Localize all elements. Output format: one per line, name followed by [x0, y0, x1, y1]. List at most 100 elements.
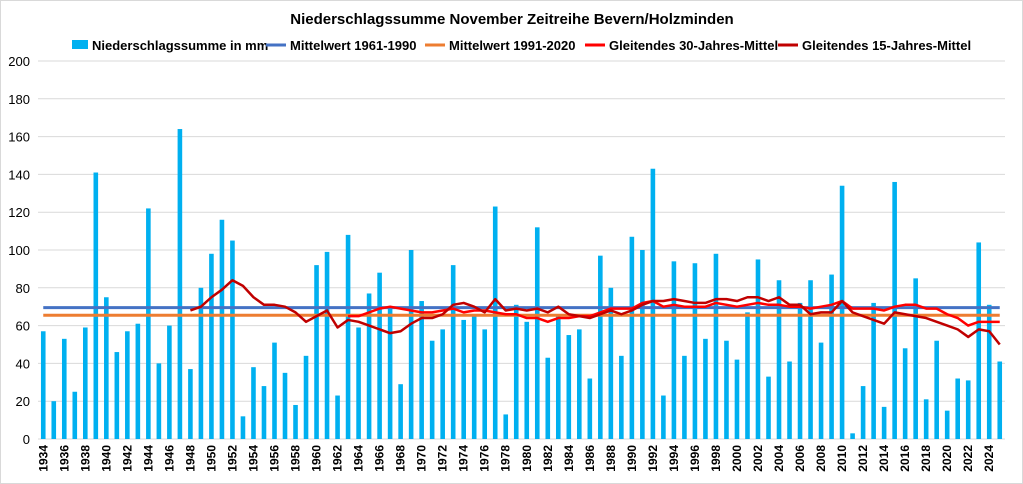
bar-2011 [850, 433, 855, 439]
bar-1939 [93, 172, 99, 439]
legend-swatch-bars [72, 40, 88, 49]
bar-1976 [482, 329, 488, 439]
bar-1982 [545, 357, 551, 439]
y-axis: 0 20 40 60 80 100 120 140 160 180 200 [8, 54, 30, 447]
x-tick-label: 2014 [877, 445, 891, 472]
x-axis: 1934 1936 1938 1940 1942 1944 1946 1948 1950 1952… [36, 445, 996, 472]
bar-1965 [366, 293, 372, 439]
bar-2014 [881, 406, 887, 439]
x-tick-label: 2012 [856, 445, 870, 472]
bar-1986 [587, 378, 593, 439]
bar-2008 [818, 342, 824, 439]
bar-2020 [944, 410, 950, 439]
bar-1941 [114, 352, 120, 439]
x-tick-label: 1936 [57, 445, 71, 472]
x-tick-label: 2006 [793, 445, 807, 472]
y-tick-label: 180 [8, 92, 30, 107]
chart-title: Niederschlagssumme November Zeitreihe Be… [290, 11, 733, 28]
x-tick-label: 1952 [225, 445, 239, 472]
bar-2023 [976, 242, 982, 439]
bar-1937 [72, 391, 78, 439]
y-tick-label: 20 [16, 394, 30, 409]
bar-1950 [209, 253, 214, 439]
x-tick-label: 1960 [310, 445, 324, 472]
bar-1998 [713, 253, 719, 439]
bar-1947 [177, 129, 183, 440]
legend-label: Mittelwert 1961-1990 [290, 38, 416, 53]
x-tick-label: 2022 [961, 445, 975, 472]
bar-2000 [734, 359, 740, 439]
x-tick-label: 1968 [394, 445, 408, 472]
x-tick-label: 1990 [625, 445, 639, 472]
bar-1961 [324, 251, 330, 439]
bar-1970 [419, 301, 424, 439]
bar-1989 [619, 355, 624, 439]
x-tick-label: 1962 [331, 445, 345, 472]
bar-1994 [671, 261, 677, 439]
bar-1954 [251, 367, 256, 439]
legend-label: Mittelwert 1991-2020 [449, 38, 575, 53]
x-tick-label: 2016 [898, 445, 912, 472]
bar-1955 [261, 386, 267, 439]
bar-1960 [314, 265, 319, 439]
x-tick-label: 1946 [162, 445, 176, 472]
bar-2009 [829, 274, 834, 439]
x-tick-label: 1984 [562, 445, 576, 472]
x-tick-label: 1980 [520, 445, 534, 472]
bar-1973 [450, 265, 456, 439]
legend-label: Gleitendes 30-Jahres-Mittel [609, 38, 778, 53]
bar-1956 [272, 342, 277, 439]
x-tick-label: 1934 [36, 445, 50, 472]
bar-1959 [303, 355, 309, 439]
bar-1964 [356, 327, 361, 439]
x-tick-label: 1938 [78, 445, 92, 472]
bar-2021 [955, 378, 961, 439]
bar-1948 [188, 369, 193, 439]
x-tick-label: 2018 [919, 445, 933, 472]
legend-label: Gleitendes 15-Jahres-Mittel [802, 38, 971, 53]
bar-1943 [135, 323, 141, 439]
y-tick-label: 60 [16, 319, 30, 334]
moving-average-15-line [189, 278, 1001, 346]
legend: Niederschlagssumme in mm Mittelwert 1961-… [72, 38, 971, 53]
bar-1957 [282, 372, 288, 439]
bar-2024 [986, 304, 992, 439]
bar-1962 [335, 395, 340, 439]
bar-2005 [787, 361, 792, 439]
bar-1980 [524, 321, 530, 439]
bar-1983 [555, 316, 561, 439]
x-tick-label: 1988 [604, 445, 618, 472]
bar-1963 [345, 234, 351, 439]
y-tick-label: 200 [8, 54, 30, 69]
x-tick-label: 1950 [204, 445, 218, 472]
bar-2013 [871, 302, 876, 439]
bar-1995 [682, 355, 687, 439]
x-tick-label: 1998 [709, 445, 723, 472]
x-tick-label: 2024 [982, 445, 996, 472]
moving-average-30-line [348, 299, 1000, 327]
bar-1953 [240, 416, 246, 439]
bar-1938 [82, 327, 88, 439]
y-tick-label: 160 [8, 130, 30, 145]
bar-1990 [629, 236, 635, 439]
bar-1968 [398, 384, 403, 439]
x-tick-label: 1978 [499, 445, 513, 472]
bar-1992 [650, 168, 656, 440]
bar-2019 [934, 340, 939, 439]
bar-1999 [724, 340, 729, 439]
bar-2025 [997, 361, 1003, 439]
bar-1997 [703, 338, 708, 439]
bar-1949 [198, 287, 204, 439]
x-tick-label: 2008 [814, 445, 828, 472]
x-tick-label: 1958 [289, 445, 303, 472]
bar-1972 [440, 329, 445, 439]
y-tick-label: 80 [16, 281, 30, 296]
bar-1940 [104, 297, 109, 439]
bar-1934 [40, 331, 46, 439]
y-tick-label: 120 [8, 205, 30, 220]
x-tick-label: 1982 [541, 445, 555, 472]
bar-1987 [598, 255, 603, 439]
bar-2010 [839, 185, 845, 439]
x-tick-label: 2004 [772, 445, 786, 472]
legend-label: Niederschlagssumme in mm [92, 38, 268, 53]
